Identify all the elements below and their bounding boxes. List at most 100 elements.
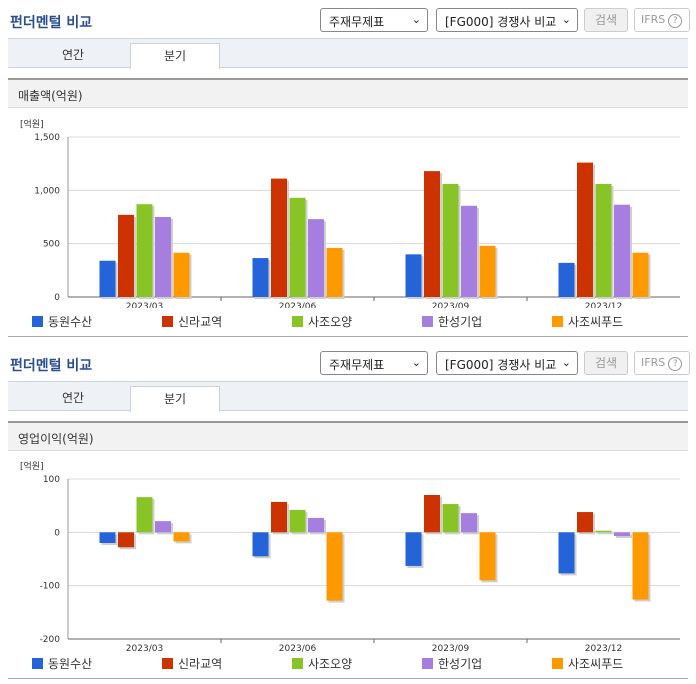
legend-label: 한성기업 xyxy=(438,315,483,329)
revenue-chart: [억원] 0 500 1,000 1,500 2023/03 2023/06 2023/09 2… xyxy=(20,118,680,308)
legend-item[interactable]: 사조오양 xyxy=(292,313,352,330)
peer-select[interactable]: [FG000] 경쟁사 비교 ⌄ xyxy=(436,8,578,32)
bar xyxy=(271,501,287,533)
search-button[interactable]: 검색 xyxy=(584,351,628,375)
x-tick-label: 2023/06 xyxy=(279,302,317,308)
panel-title: 펀더멘털 비교 xyxy=(10,358,93,374)
bar xyxy=(155,521,171,533)
legend-item[interactable]: 사조씨푸드 xyxy=(552,655,623,672)
fundamental-panel-revenue: 펀더멘털 비교 주재무제표 ⌄ [FG000] 경쟁사 비교 ⌄ 검색 IFRS? … xyxy=(0,0,696,108)
bar xyxy=(595,183,612,297)
statement-select-value: 주재무제표 xyxy=(329,15,385,29)
x-tick-label: 2023/09 xyxy=(432,644,470,653)
chevron-down-icon: ⌄ xyxy=(561,356,571,369)
bar xyxy=(271,178,287,297)
panel-title: 펀더멘털 비교 xyxy=(10,15,93,31)
chart-subtitle: 매출액(억원) xyxy=(8,78,688,108)
ifrs-help-button[interactable]: IFRS? xyxy=(634,351,690,375)
bar xyxy=(326,247,343,297)
legend-swatch xyxy=(422,316,433,327)
bar-shadow xyxy=(616,534,632,539)
y-tick-label: 100 xyxy=(43,475,60,485)
unit-label: [억원] xyxy=(20,118,44,130)
x-tick-label: 2023/12 xyxy=(585,302,622,308)
peer-select-value: [FG000] 경쟁사 비교 xyxy=(445,358,557,372)
legend-item[interactable]: 신라교역 xyxy=(162,655,222,672)
legend-item[interactable]: 사조오양 xyxy=(292,655,352,672)
legend-label: 신라교역 xyxy=(178,657,223,671)
y-tick-label: -100 xyxy=(40,582,61,592)
bar xyxy=(136,204,153,297)
bar xyxy=(558,262,575,297)
bar xyxy=(99,532,116,543)
x-tick-label: 2023/03 xyxy=(126,302,163,308)
tab-quarterly[interactable]: 분기 xyxy=(130,43,220,69)
divider xyxy=(8,336,688,337)
period-tabs: 연간 분기 xyxy=(8,381,688,412)
tab-annual[interactable]: 연간 xyxy=(61,391,85,405)
bar xyxy=(595,530,612,533)
y-tick-label: 1,500 xyxy=(34,133,60,143)
legend-label: 동원수산 xyxy=(48,315,93,329)
unit-label: [억원] xyxy=(20,460,44,472)
ifrs-label: IFRS xyxy=(641,13,666,26)
x-tick-label: 2023/12 xyxy=(585,644,622,653)
statement-select[interactable]: 주재무제표 ⌄ xyxy=(320,351,428,375)
x-tick-label: 2023/09 xyxy=(432,302,470,308)
legend-label: 신라교역 xyxy=(178,315,223,329)
help-icon: ? xyxy=(668,357,683,371)
bar xyxy=(614,204,630,297)
legend-swatch xyxy=(422,658,433,669)
legend-swatch xyxy=(162,316,173,327)
legend-item[interactable]: 사조씨푸드 xyxy=(552,313,623,330)
bar xyxy=(308,517,324,533)
bar xyxy=(326,532,343,601)
operating-profit-chart: [억원] -200 -100 0 100 2023/03 2023/06 2023/09 202… xyxy=(20,460,680,653)
tab-annual[interactable]: 연간 xyxy=(61,48,85,62)
bar xyxy=(479,532,496,581)
ifrs-label: IFRS xyxy=(641,356,666,369)
panel-header: 펀더멘털 비교 주재무제표 ⌄ [FG000] 경쟁사 비교 ⌄ 검색 IFRS? xyxy=(0,343,696,381)
legend-item[interactable]: 한성기업 xyxy=(422,655,482,672)
chevron-down-icon: ⌄ xyxy=(561,13,571,26)
legend-item[interactable]: 한성기업 xyxy=(422,313,482,330)
legend-label: 한성기업 xyxy=(438,657,483,671)
legend-label: 사조씨푸드 xyxy=(568,657,624,671)
bar xyxy=(577,512,593,533)
legend-label: 사조오양 xyxy=(308,657,353,671)
legend-label: 사조오양 xyxy=(308,315,353,329)
peer-select[interactable]: [FG000] 경쟁사 비교 ⌄ xyxy=(436,351,578,375)
operating-profit-legend: 동원수산 신라교역 사조오양 한성기업 사조씨푸드 xyxy=(0,655,696,673)
bar xyxy=(173,532,190,542)
legend-item[interactable]: 신라교역 xyxy=(162,313,222,330)
statement-select[interactable]: 주재무제표 ⌄ xyxy=(320,8,428,32)
bar xyxy=(405,532,422,566)
legend-item[interactable]: 동원수산 xyxy=(32,313,92,330)
bar xyxy=(252,258,269,297)
peer-select-value: [FG000] 경쟁사 비교 xyxy=(445,15,557,29)
fundamental-panel-operating-profit: 펀더멘털 비교 주재무제표 ⌄ [FG000] 경쟁사 비교 ⌄ 검색 IFRS? … xyxy=(0,343,696,451)
bar xyxy=(614,532,630,537)
bar xyxy=(155,217,171,297)
search-button[interactable]: 검색 xyxy=(584,8,628,32)
bar xyxy=(424,171,440,297)
chevron-down-icon: ⌄ xyxy=(411,13,421,26)
bar xyxy=(405,254,422,297)
legend-label: 사조씨푸드 xyxy=(568,315,624,329)
x-tick-label: 2023/03 xyxy=(126,644,163,653)
ifrs-help-button[interactable]: IFRS? xyxy=(634,8,690,32)
bar xyxy=(632,532,649,600)
bar xyxy=(461,205,477,297)
y-tick-label: 1,000 xyxy=(34,186,60,196)
bar xyxy=(118,532,134,548)
legend-item[interactable]: 동원수산 xyxy=(32,655,92,672)
legend-swatch xyxy=(32,316,43,327)
bar xyxy=(442,504,459,533)
tab-quarterly[interactable]: 분기 xyxy=(130,386,220,412)
y-tick-label: -200 xyxy=(40,635,61,645)
bar xyxy=(252,532,269,557)
legend-swatch xyxy=(162,658,173,669)
y-tick-label: 0 xyxy=(54,528,60,538)
bar xyxy=(289,509,306,533)
bar xyxy=(577,162,593,297)
